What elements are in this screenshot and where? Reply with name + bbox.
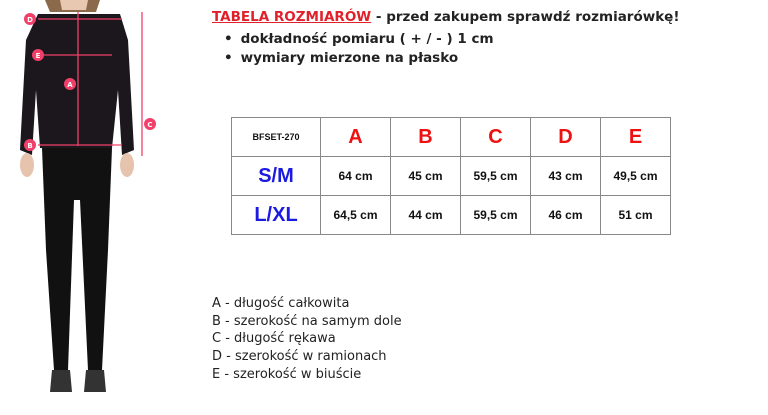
column-header: E	[600, 117, 671, 157]
column-header: C	[460, 117, 531, 157]
column-header: A	[320, 117, 391, 157]
legend-e: E - szerokość w biuście	[212, 367, 362, 382]
column-header: B	[390, 117, 461, 157]
size-table-title: TABELA ROZMIARÓW	[212, 9, 372, 25]
size-label: L/XL	[231, 195, 321, 235]
legend-c: C - długość rękawa	[212, 331, 336, 346]
table-cell: 64 cm	[320, 156, 391, 196]
table-cell: 44 cm	[390, 195, 461, 235]
table-cell: 59,5 cm	[460, 195, 531, 235]
marker-d: D	[27, 16, 33, 24]
bullet-flat: wymiary mierzone na płasko	[224, 50, 458, 66]
table-cell: 43 cm	[530, 156, 601, 196]
legend-d: D - szerokość w ramionach	[212, 349, 387, 364]
bullet-accuracy: dokładność pomiaru ( + / - ) 1 cm	[224, 31, 494, 47]
table-cell: 46 cm	[530, 195, 601, 235]
marker-b: B	[27, 142, 32, 150]
header-subtitle: - przed zakupem sprawdź rozmiarówkę!	[371, 9, 680, 25]
legend-a: A - długość całkowita	[212, 296, 350, 311]
column-header: D	[530, 117, 601, 157]
header: TABELA ROZMIARÓW - przed zakupem sprawdź…	[212, 9, 680, 25]
marker-a: A	[67, 81, 73, 89]
table-cell: 59,5 cm	[460, 156, 531, 196]
table-header-row: BFSET-270 A B C D E	[231, 117, 671, 157]
table-cell: 51 cm	[600, 195, 671, 235]
size-table: BFSET-270 A B C D E S/M 64 cm 45 cm 59,5…	[231, 117, 671, 235]
table-cell: 45 cm	[390, 156, 461, 196]
marker-e: E	[36, 52, 41, 60]
table-cell: 64,5 cm	[320, 195, 391, 235]
table-row: S/M 64 cm 45 cm 59,5 cm 43 cm 49,5 cm	[231, 156, 671, 196]
size-label: S/M	[231, 156, 321, 196]
legend-b: B - szerokość na samym dole	[212, 314, 402, 329]
product-code: BFSET-270	[231, 117, 321, 157]
marker-c: C	[147, 121, 152, 129]
table-row: L/XL 64,5 cm 44 cm 59,5 cm 46 cm 51 cm	[231, 195, 671, 235]
model-figure: D E A B C	[20, 0, 156, 392]
table-cell: 49,5 cm	[600, 156, 671, 196]
